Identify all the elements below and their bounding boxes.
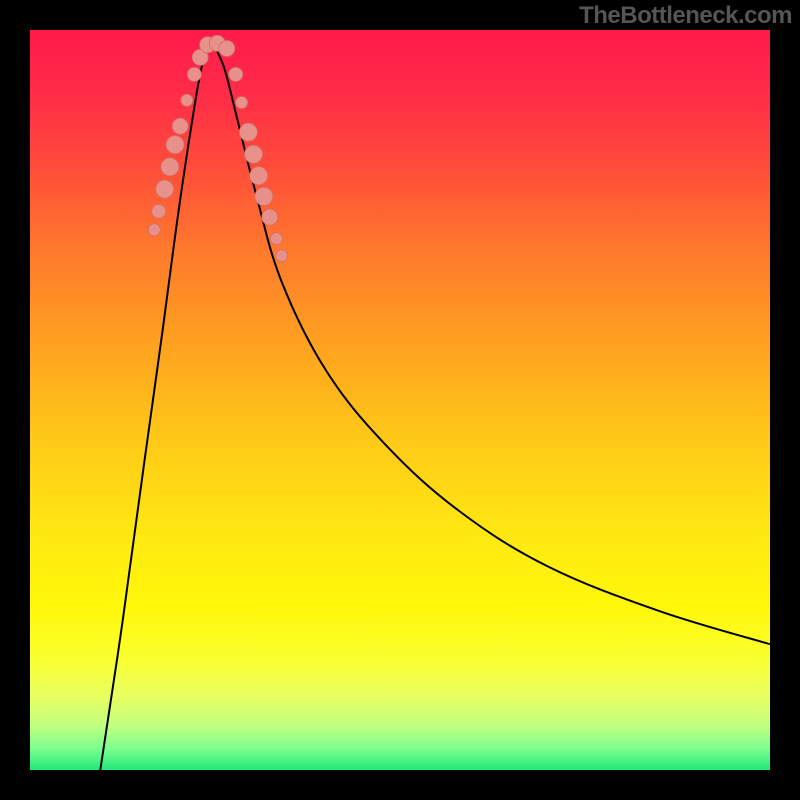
data-marker xyxy=(187,67,201,81)
data-marker xyxy=(270,233,282,245)
data-marker xyxy=(219,41,235,57)
data-marker xyxy=(181,94,193,106)
data-marker xyxy=(152,204,166,218)
data-marker xyxy=(156,180,174,198)
data-marker xyxy=(250,167,268,185)
chart-container: TheBottleneck.com xyxy=(0,0,800,800)
data-marker xyxy=(148,224,160,236)
data-marker xyxy=(276,250,288,262)
bottleneck-chart xyxy=(0,0,800,800)
data-marker xyxy=(244,145,262,163)
data-marker xyxy=(255,188,273,206)
data-marker xyxy=(229,67,243,81)
data-marker xyxy=(262,209,278,225)
data-marker xyxy=(236,97,248,109)
plot-background xyxy=(30,30,770,770)
data-marker xyxy=(161,158,179,176)
watermark-text: TheBottleneck.com xyxy=(579,2,792,30)
data-marker xyxy=(166,136,184,154)
data-marker xyxy=(172,118,188,134)
data-marker xyxy=(239,123,257,141)
